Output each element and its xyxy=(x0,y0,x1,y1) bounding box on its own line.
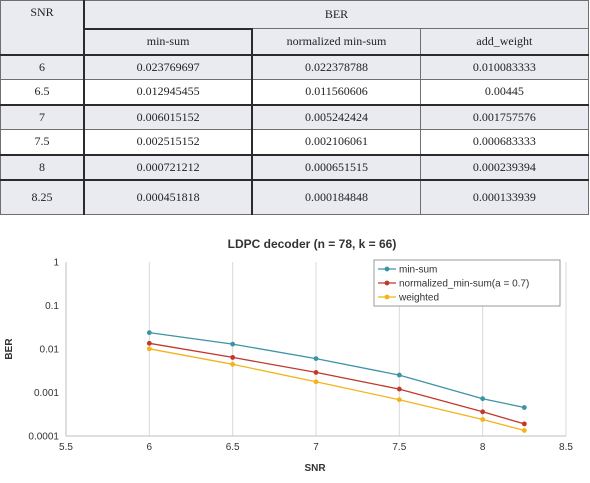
table-row: 7 0.006015152 0.005242424 0.001757576 xyxy=(0,103,590,130)
series-point xyxy=(521,405,527,410)
legend-swatch-marker xyxy=(384,266,390,272)
table-row: 7.5 0.002515152 0.002106061 0.000683333 xyxy=(0,129,590,155)
x-tick-label: 6.5 xyxy=(226,442,240,453)
chart-title: LDPC decoder (n = 78, k = 66) xyxy=(228,237,397,251)
series-point xyxy=(230,341,236,347)
legend-label: normalized_min-sum(a = 0.7) xyxy=(399,279,529,290)
series-point xyxy=(313,379,319,385)
normalized-min-sum-cell: 0.002106061 xyxy=(251,129,421,155)
y-tick-label: 0.01 xyxy=(40,345,60,356)
legend-swatch-marker xyxy=(384,294,390,300)
series-line-1 xyxy=(149,331,525,409)
series-point xyxy=(521,421,527,427)
add-weight-cell: 0.010083333 xyxy=(419,53,590,80)
series xyxy=(146,330,527,433)
column-header-min-sum: min-sum xyxy=(83,27,254,55)
snr-cell: 7.5 xyxy=(0,129,85,155)
snr-cell: 7 xyxy=(0,103,85,130)
table-row: 6 0.023769697 0.022378788 0.010083333 xyxy=(0,53,590,80)
series-point xyxy=(521,428,527,433)
x-tick-label: 8.5 xyxy=(559,442,573,453)
series-line-3 xyxy=(149,348,525,432)
series-point xyxy=(146,330,152,336)
x-tick-label: 8 xyxy=(480,442,486,453)
min-sum-cell: 0.012945455 xyxy=(83,79,254,105)
legend-swatch-marker xyxy=(384,280,390,286)
series-point xyxy=(480,396,486,402)
add-weight-cell: 0.001757576 xyxy=(419,103,590,130)
x-tick-label: 7.5 xyxy=(392,442,406,453)
column-header-normalized-min-sum: normalized min-sum xyxy=(251,28,421,55)
ber-table: SNR BER min-sum normalized min-sum add_w… xyxy=(0,0,590,215)
header-snr: SNR xyxy=(0,0,85,55)
min-sum-cell: 0.002515152 xyxy=(83,129,254,155)
table-row: 6.5 0.012945455 0.011560606 0.00445 xyxy=(0,79,590,105)
add-weight-cell: 0.00445 xyxy=(419,79,590,105)
min-sum-cell: 0.006015152 xyxy=(83,103,254,130)
series-point xyxy=(313,356,319,362)
min-sum-cell: 0.000721212 xyxy=(83,153,254,180)
normalized-min-sum-cell: 0.000651515 xyxy=(251,153,421,180)
add-weight-cell: 0.000683333 xyxy=(419,129,590,155)
series-line-2 xyxy=(149,342,525,425)
legend-label: min-sum xyxy=(399,265,437,276)
series-point xyxy=(480,417,486,422)
y-tick-label: 0.001 xyxy=(34,388,59,399)
y-axis-label: BER xyxy=(4,338,15,360)
x-tick-label: 6 xyxy=(147,442,153,453)
series-point xyxy=(146,340,152,346)
table-row: 8.25 0.000451818 0.000184848 0.000133939 xyxy=(0,178,590,215)
legend-label: weighted xyxy=(398,293,439,304)
normalized-min-sum-cell: 0.022378788 xyxy=(251,53,421,80)
snr-cell: 8 xyxy=(0,153,85,180)
y-tick-label: 0.0001 xyxy=(28,432,59,443)
legend: min-sum normalized_min-sum(a = 0.7) weight… xyxy=(373,259,561,307)
snr-cell: 6.5 xyxy=(0,79,85,105)
min-sum-cell: 0.023769697 xyxy=(83,53,254,80)
series-point xyxy=(480,409,486,415)
column-header-add-weight: add_weight xyxy=(419,28,590,55)
add-weight-cell: 0.000239394 xyxy=(419,153,590,180)
add-weight-cell: 0.000133939 xyxy=(419,178,590,215)
normalized-min-sum-cell: 0.005242424 xyxy=(251,103,421,130)
ber-chart: LDPC decoder (n = 78, k = 66) BER SNR 5.… xyxy=(0,229,590,478)
series-point xyxy=(230,355,236,360)
series-point xyxy=(313,369,319,375)
axes: 5.5 6 6.5 7 7.5 8 8.5 0.0001 0.001 0.01 0.1 1 xyxy=(28,258,573,454)
table-row: 8 0.000721212 0.000651515 0.000239394 xyxy=(0,153,590,180)
header-ber: BER xyxy=(83,0,589,29)
series-point xyxy=(396,372,402,378)
x-axis-label: SNR xyxy=(304,463,326,474)
y-tick-label: 0.1 xyxy=(45,301,59,312)
snr-cell: 6 xyxy=(0,53,85,80)
normalized-min-sum-cell: 0.011560606 xyxy=(251,79,421,105)
series-point xyxy=(230,361,236,367)
x-tick-label: 5.5 xyxy=(59,442,73,453)
series-point xyxy=(146,346,152,352)
legend-box xyxy=(373,259,561,307)
snr-cell: 8.25 xyxy=(0,178,85,215)
series-point xyxy=(396,397,402,403)
min-sum-cell: 0.000451818 xyxy=(83,178,254,215)
y-tick-label: 1 xyxy=(53,258,59,269)
ber-chart-svg: LDPC decoder (n = 78, k = 66) BER SNR 5.… xyxy=(4,237,573,474)
x-tick-label: 7 xyxy=(313,442,319,453)
series-point xyxy=(396,386,402,392)
normalized-min-sum-cell: 0.000184848 xyxy=(251,178,421,215)
